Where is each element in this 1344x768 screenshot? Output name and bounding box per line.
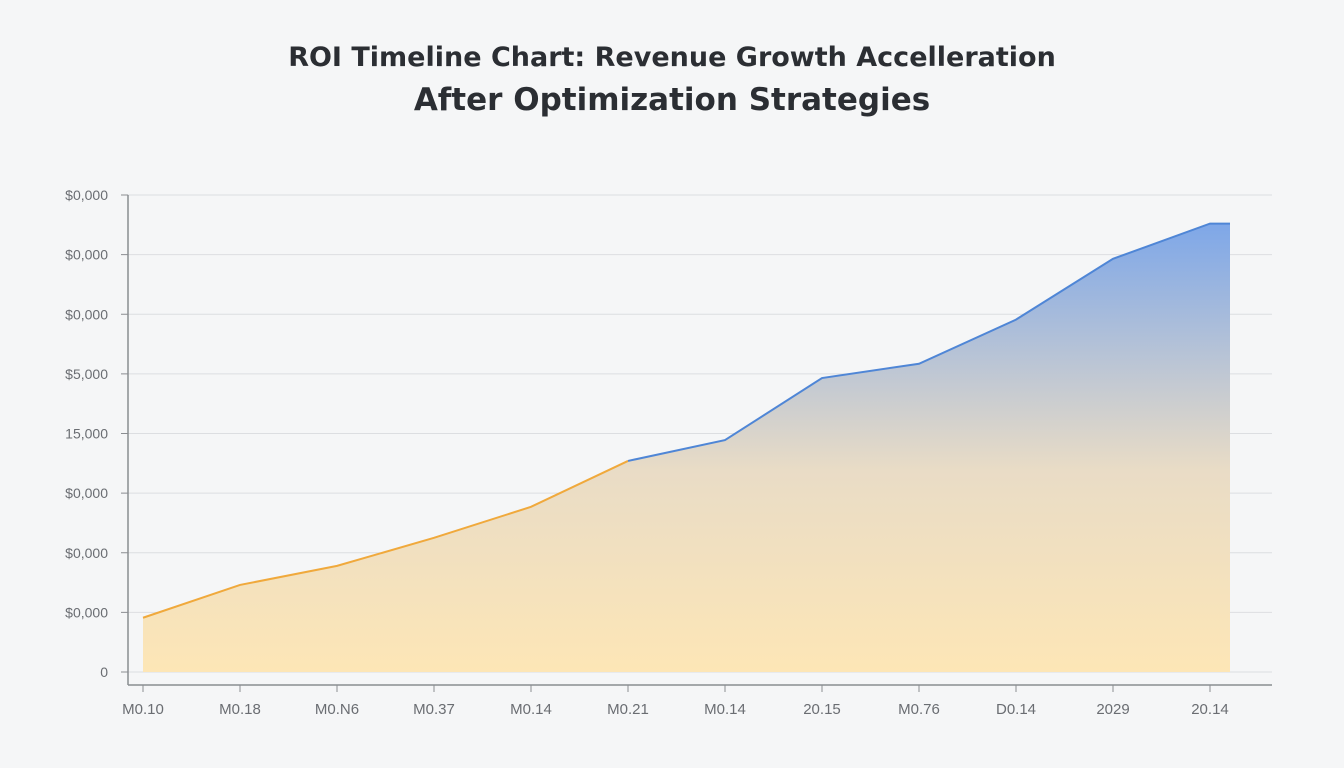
y-tick-label: $5,000 [65,366,108,382]
chart-title: ROI Timeline Chart: Revenue Growth Accel… [288,42,1056,73]
y-tick-label: $0,000 [65,306,108,322]
x-tick-label: D0.14 [996,701,1036,718]
x-tick-label: 20.14 [1191,701,1229,718]
x-tick-label: M0.76 [898,701,940,718]
x-tick-label: M0.18 [219,701,261,718]
y-tick-label: $0,000 [65,545,108,561]
x-tick-label: M0.37 [413,701,455,718]
area-fill [143,223,1230,672]
x-tick-label: M0.14 [704,701,746,718]
y-tick-label: 15,000 [65,426,108,442]
y-tick-label: $0,000 [65,485,108,501]
chart-subtitle: After Optimization Strategies [413,82,931,118]
x-tick-label: 20.15 [803,701,841,718]
y-tick-label: $0,000 [65,187,108,203]
x-tick-label: M0.N6 [315,701,359,718]
line-after-optimization [627,222,1230,462]
x-tick-label: M0.14 [510,701,552,718]
y-tick-label: $0,000 [65,247,108,263]
line-before-optimization [142,460,629,619]
x-tick-label: 2029 [1096,701,1129,718]
y-tick-label: 0 [100,664,108,680]
x-tick-label: M0.10 [122,701,164,718]
x-tick-label: M0.21 [607,701,649,718]
y-tick-label: $0,000 [65,604,108,620]
